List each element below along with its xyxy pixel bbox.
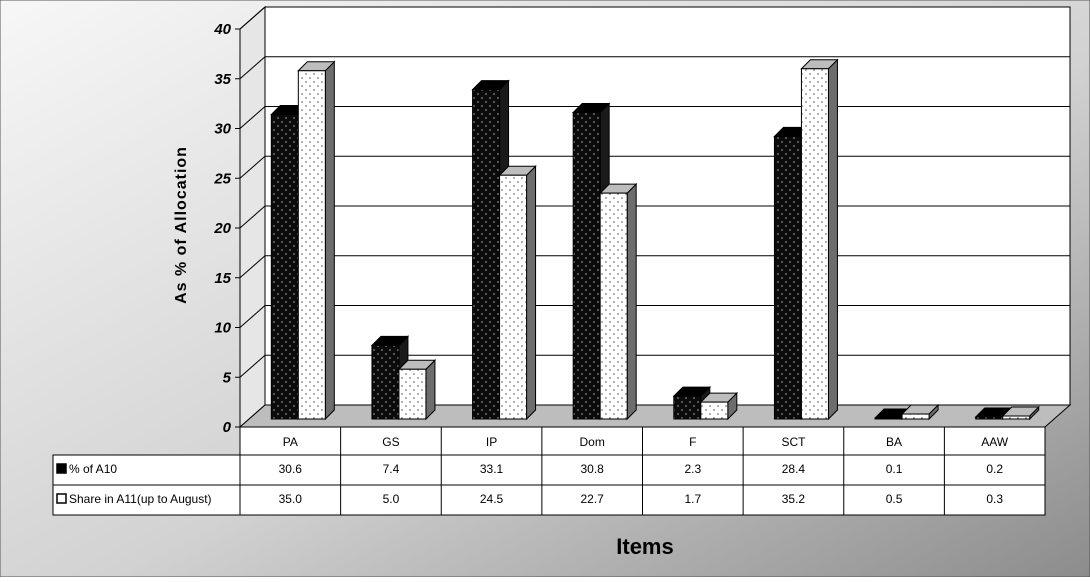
bar-side <box>626 182 637 421</box>
data-label: 0.1 <box>886 462 903 476</box>
y-tick-label: 0 <box>223 419 232 436</box>
data-label: 35.2 <box>782 492 806 506</box>
y-axis-label: As % of Allocation <box>173 146 190 304</box>
bar <box>598 182 638 421</box>
legend-label: % of A10 <box>69 462 117 476</box>
y-tick-label: 25 <box>213 170 231 187</box>
y-tick-label: 30 <box>214 121 231 138</box>
category-label: SCT <box>781 435 806 449</box>
bar-side <box>425 359 436 421</box>
data-label: 0.2 <box>986 462 1003 476</box>
gridline-side <box>239 106 266 129</box>
data-label: 22.7 <box>581 492 605 506</box>
bars <box>270 58 1040 421</box>
bar-side <box>827 58 838 421</box>
gridline-side <box>239 205 266 229</box>
data-label: 1.7 <box>684 492 701 506</box>
category-label: BA <box>886 435 902 449</box>
bar-front <box>800 68 829 420</box>
bar-front <box>572 112 601 420</box>
data-label: 35.0 <box>279 492 303 506</box>
x-axis-label: Items <box>616 534 673 559</box>
data-label: 0.5 <box>886 492 903 506</box>
bar-front <box>975 416 1004 420</box>
gridline-side <box>239 255 266 279</box>
bar-front <box>398 368 427 420</box>
gridlines <box>239 6 1070 378</box>
bar <box>1001 405 1040 421</box>
bar-side <box>526 165 537 421</box>
legend-key <box>56 463 67 474</box>
plot-walls <box>238 5 1072 429</box>
gridline-side <box>239 354 266 378</box>
category-label: GS <box>382 435 399 449</box>
floor <box>238 404 1072 428</box>
gridline-side <box>239 6 266 30</box>
y-tick-label: 40 <box>213 21 231 38</box>
category-label: AAW <box>981 435 1009 449</box>
bar-front <box>673 395 702 420</box>
category-label: F <box>689 435 696 449</box>
bar-front <box>599 192 628 420</box>
bar <box>800 58 839 421</box>
y-tick-label: 20 <box>213 220 231 237</box>
data-label: 30.8 <box>581 462 605 476</box>
bar-front <box>297 70 326 420</box>
y-tick-label: 5 <box>223 369 232 386</box>
gridline-side <box>239 305 266 328</box>
bar-front <box>1002 415 1031 420</box>
y-tick-label: 15 <box>214 270 231 287</box>
bar-front <box>773 135 802 420</box>
data-label: 30.6 <box>279 462 303 476</box>
y-tick-label: 10 <box>214 320 231 337</box>
data-label: 24.5 <box>480 492 504 506</box>
category-label: Dom <box>580 435 605 449</box>
bar <box>900 403 940 421</box>
data-label: 33.1 <box>480 462 504 476</box>
bar-front <box>874 417 903 420</box>
bar <box>699 391 739 421</box>
gridline-side <box>239 155 266 179</box>
legend-key <box>56 493 67 504</box>
bar <box>397 359 437 421</box>
data-table: PA GS IP Dom F SCT BA AAW % of A10 30.6 7.4 33.1 30.… <box>52 426 1046 516</box>
bar-front <box>499 174 528 420</box>
bar <box>297 60 336 421</box>
data-label: 2.3 <box>684 462 701 476</box>
bar <box>498 165 537 421</box>
gridline-side <box>239 56 266 80</box>
bar-front <box>270 114 299 420</box>
bar-front <box>371 344 400 420</box>
data-label: 28.4 <box>782 462 806 476</box>
category-label: PA <box>283 435 298 449</box>
bar-front <box>472 89 501 420</box>
y-axis-ticks: 0 5 10 15 20 25 30 35 40 <box>213 21 240 436</box>
bar-side <box>324 60 335 421</box>
data-label: 5.0 <box>383 492 400 506</box>
data-label: 0.3 <box>986 492 1003 506</box>
y-tick-label: 35 <box>214 71 231 88</box>
data-label: 7.4 <box>383 462 400 476</box>
legend-label: Share in A11(up to August) <box>69 492 212 506</box>
bar-front <box>700 401 729 420</box>
category-label: IP <box>486 435 497 449</box>
bar-front <box>901 413 930 420</box>
